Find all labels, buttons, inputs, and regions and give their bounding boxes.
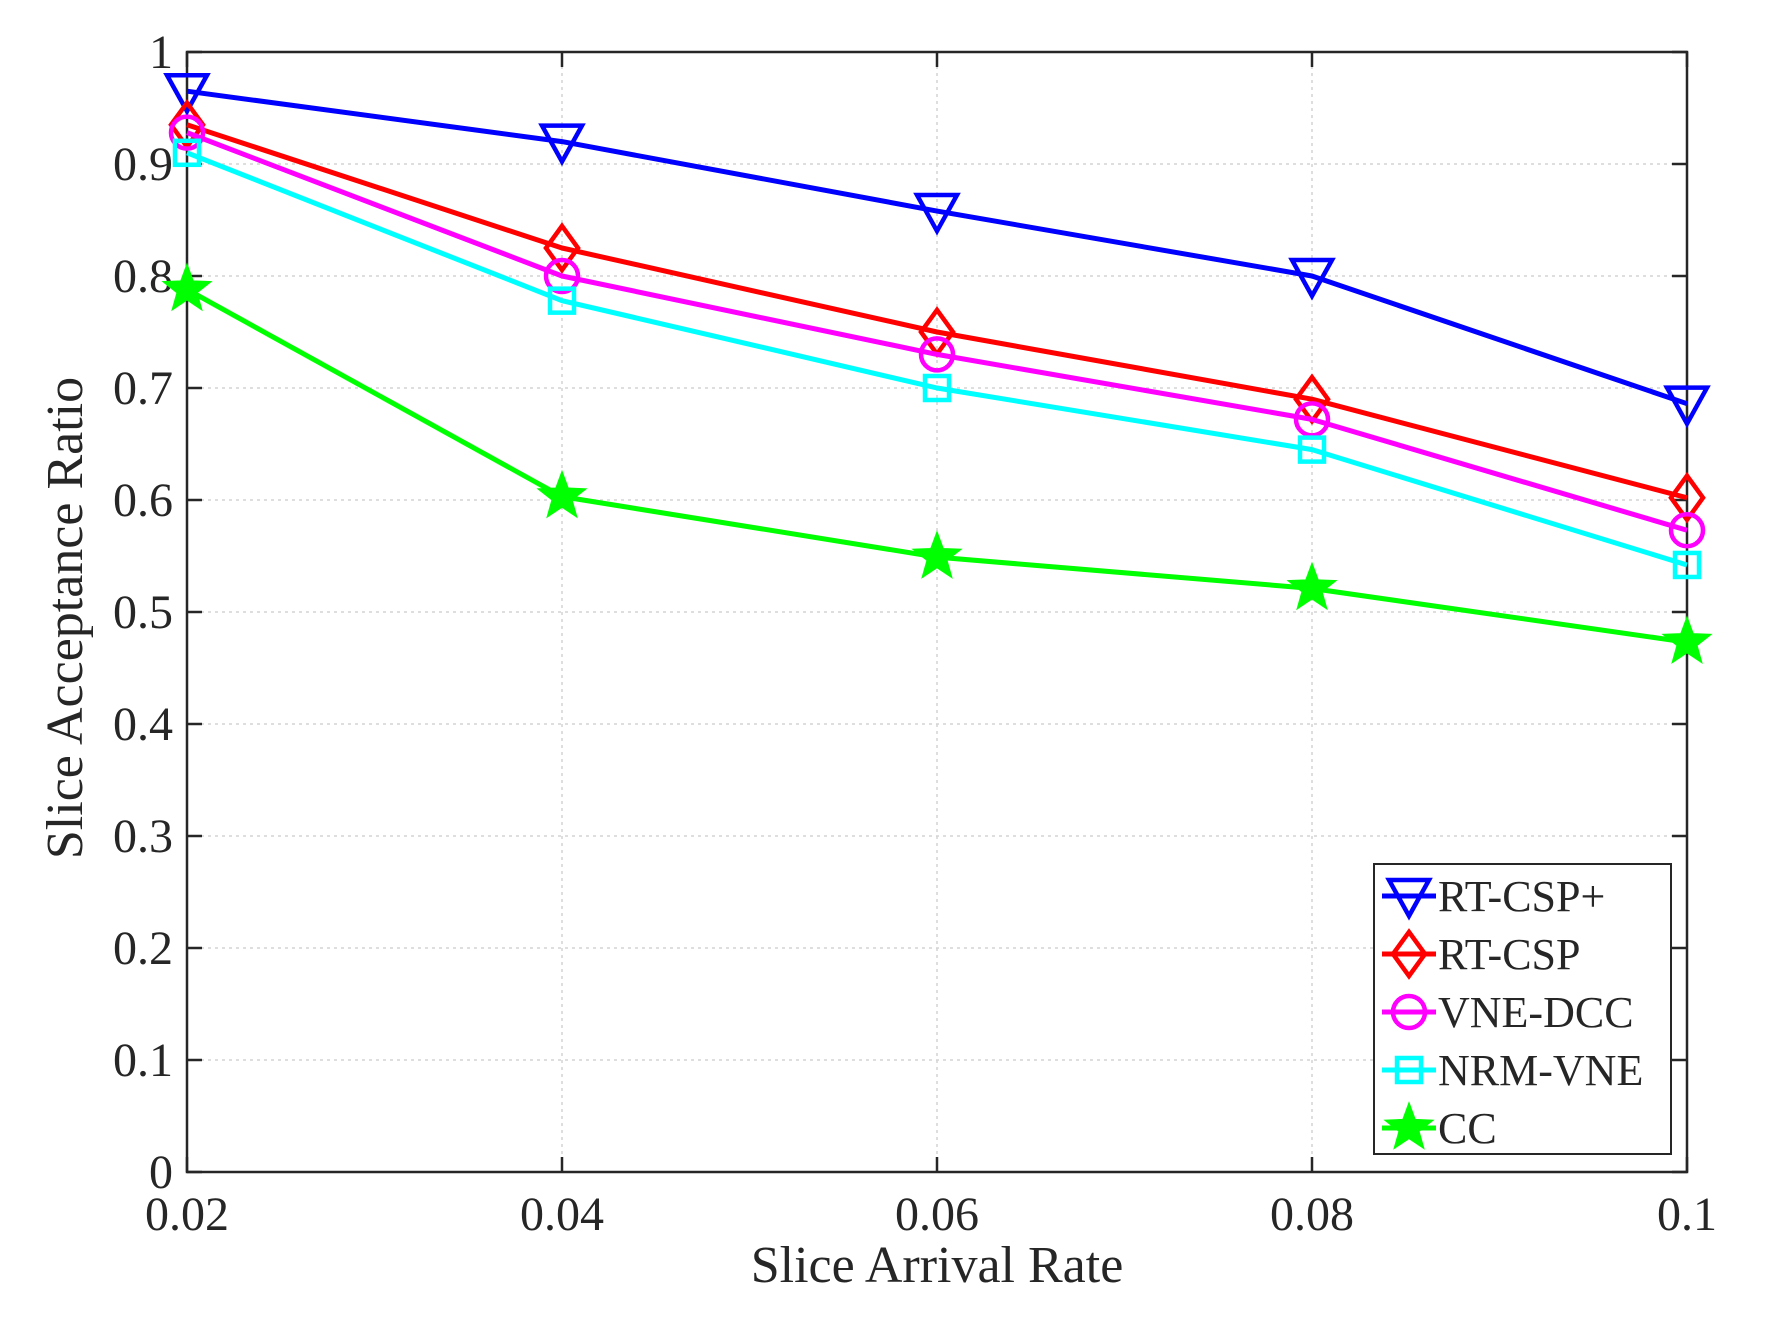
data-point [922,373,952,403]
y-tick-label: 0.5 [113,586,173,639]
y-tick-label: 0.4 [113,698,173,751]
data-point [1288,257,1336,301]
legend-label: NRM-VNE [1438,1046,1643,1095]
y-axis-title: Slice Acceptance Ratio [37,377,94,859]
data-point [1668,511,1706,549]
legend-marker [1394,1055,1424,1085]
legend-label: RT-CSP+ [1438,872,1605,921]
data-point [172,138,202,168]
data-point [536,469,588,519]
legend-marker [1385,877,1433,921]
legend: RT-CSP+ RT-CSP VNE-DCC NRM-VNE CC [1373,863,1672,1155]
x-axis-title: Slice Arrival Rate [751,1237,1124,1294]
x-tick-label: 0.02 [145,1188,229,1241]
y-tick-label: 0.2 [113,922,173,975]
y-tick-label: 0.6 [113,474,173,527]
legend-label: VNE-DCC [1438,988,1634,1037]
data-point [543,222,581,274]
series-line [186,150,1688,568]
y-tick-label: 0.3 [113,810,173,863]
x-tick-label: 0.04 [520,1188,604,1241]
data-point [918,336,956,373]
data-point [1661,615,1713,664]
x-tick-label: 0.06 [895,1188,979,1241]
x-tick-label: 0.08 [1270,1188,1354,1241]
legend-entry: RT-CSP [1382,928,1580,980]
data-point [163,72,211,116]
legend-label: RT-CSP [1438,930,1580,979]
y-tick-label: 0.7 [113,362,173,415]
data-point [1672,550,1702,580]
data-point [1663,385,1711,429]
series-rt-csp [168,98,1706,524]
legend-entry: RT-CSP+ [1382,872,1605,921]
data-point [1668,471,1706,524]
y-tick-label: 0.1 [113,1034,173,1087]
legend-entry: NRM-VNE [1382,1046,1643,1095]
y-tick-label: 0.8 [113,250,173,303]
tick-layer: 0.02 0.04 0.06 0.08 0.1 0 0.1 0.2 0.3 0.4 0.5 0.6 0.… [113,26,1717,1241]
data-point [547,286,577,315]
series-line [186,130,1688,533]
y-tick-label: 1 [149,26,173,79]
data-point [543,257,581,295]
y-tick-label: 0 [149,1146,173,1199]
series-vne-dcc [168,114,1706,549]
series-line [186,122,1688,501]
y-tick-label: 0.9 [113,138,173,191]
legend-marker [1390,993,1428,1031]
x-tick-label: 0.1 [1657,1188,1717,1241]
series-nrm-vne [172,138,1702,580]
series-cc [161,262,1713,664]
grid-layer [187,52,1687,1172]
series-layer [161,72,1713,664]
data-point [911,530,963,579]
legend-marker [1383,1101,1435,1150]
data-point [161,262,213,312]
data-point [168,114,206,151]
data-point [913,192,961,236]
data-point [1297,435,1327,464]
series-line [186,88,1688,407]
data-point [538,123,586,167]
legend-entry: VNE-DCC [1382,988,1634,1037]
legend-marker [1390,928,1428,980]
legend-label: CC [1438,1104,1497,1153]
series-rt-csp [163,72,1711,429]
legend-entry: CC [1382,1101,1497,1153]
data-point [1286,561,1338,611]
